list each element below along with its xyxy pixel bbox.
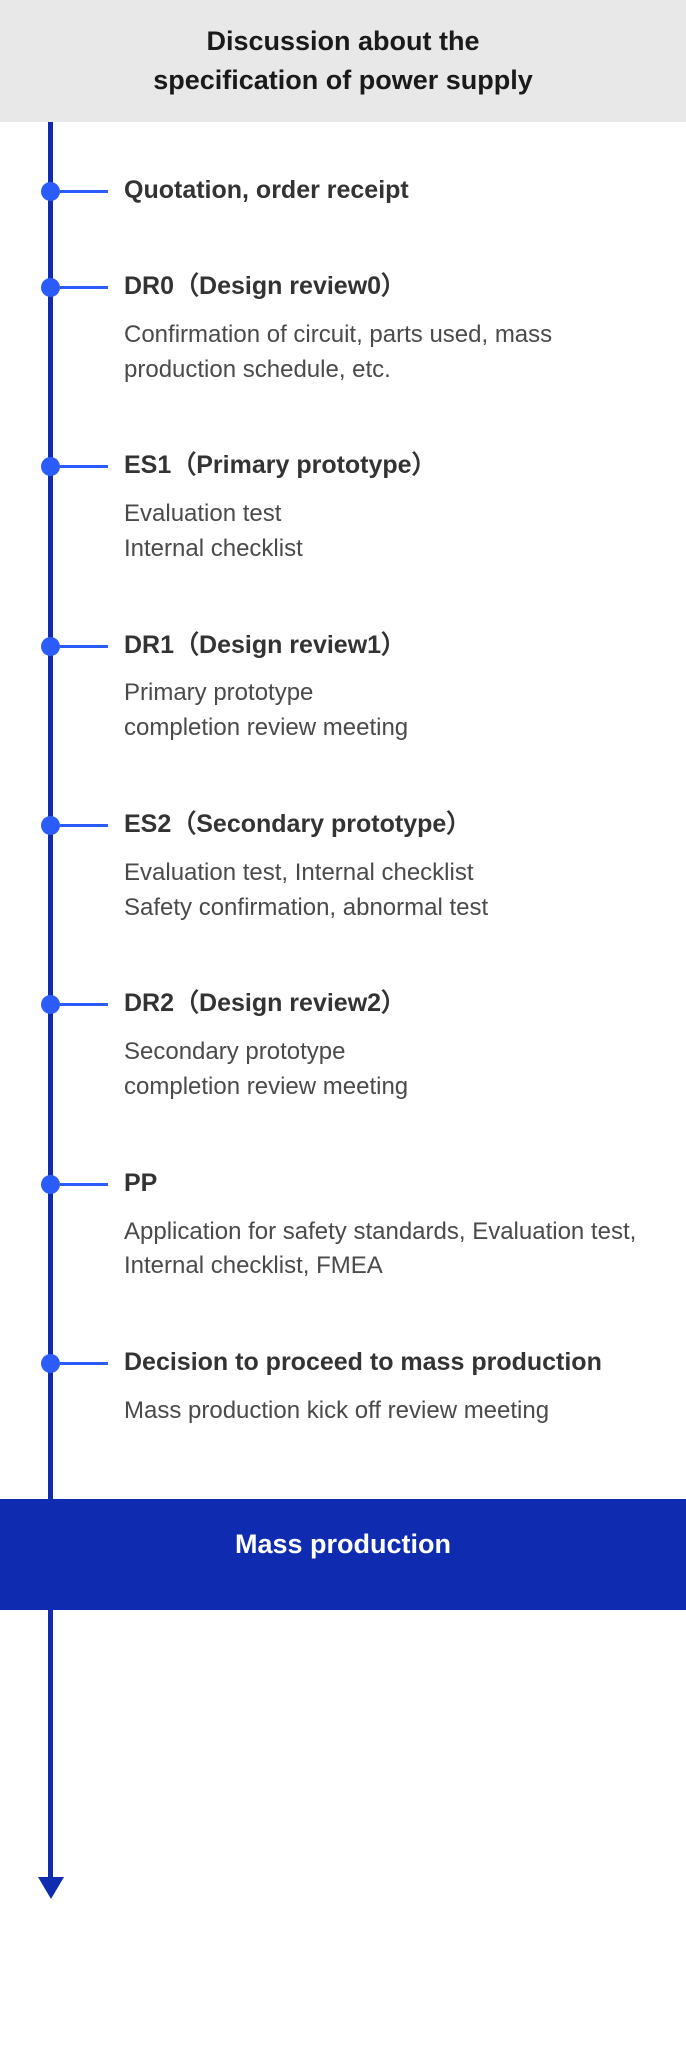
timeline-dot-icon bbox=[41, 816, 60, 835]
footer-label: Mass production bbox=[235, 1529, 451, 1559]
timeline-item-desc: Primary prototype completion review meet… bbox=[124, 676, 666, 746]
timeline-item: DR2（Design review2） Secondary prototype c… bbox=[48, 987, 666, 1104]
timeline-item-title: Quotation, order receipt bbox=[124, 174, 666, 208]
timeline-item-desc: Application for safety standards, Evalua… bbox=[124, 1215, 666, 1285]
timeline-item-desc: Evaluation test, Internal checklist Safe… bbox=[124, 856, 666, 926]
timeline-item-title: ES2（Secondary prototype） bbox=[124, 808, 666, 842]
timeline-item: ES1（Primary prototype） Evaluation test In… bbox=[48, 449, 666, 566]
timeline-tick-line bbox=[60, 824, 108, 827]
timeline-item: DR1（Design review1） Primary prototype com… bbox=[48, 629, 666, 746]
timeline-item-desc: Evaluation test Internal checklist bbox=[124, 497, 666, 567]
timeline-tick-line bbox=[60, 645, 108, 648]
timeline-item-title: DR1（Design review1） bbox=[124, 629, 666, 663]
timeline-dot-icon bbox=[41, 637, 60, 656]
timeline: Quotation, order receipt DR0（Design revie… bbox=[0, 122, 686, 1498]
timeline-item: DR0（Design review0） Confirmation of circu… bbox=[48, 270, 666, 387]
timeline-item: Decision to proceed to mass production Ma… bbox=[48, 1346, 666, 1429]
timeline-item-title: PP bbox=[124, 1167, 666, 1201]
header-line1: Discussion about the bbox=[206, 26, 479, 56]
timeline-arrowhead-icon bbox=[38, 1877, 64, 1899]
timeline-tick-line bbox=[60, 190, 108, 193]
timeline-item-title: DR2（Design review2） bbox=[124, 987, 666, 1021]
header-box: Discussion about the specification of po… bbox=[0, 0, 686, 122]
timeline-item-desc: Mass production kick off review meeting bbox=[124, 1394, 666, 1429]
timeline-item: PP Application for safety standards, Eval… bbox=[48, 1167, 666, 1284]
timeline-item: ES2（Secondary prototype） Evaluation test,… bbox=[48, 808, 666, 925]
timeline-dot-icon bbox=[41, 278, 60, 297]
timeline-dot-icon bbox=[41, 182, 60, 201]
timeline-item-title: DR0（Design review0） bbox=[124, 270, 666, 304]
timeline-item-title: ES1（Primary prototype） bbox=[124, 449, 666, 483]
timeline-item: Quotation, order receipt bbox=[48, 174, 666, 208]
timeline-dot-icon bbox=[41, 1354, 60, 1373]
timeline-dot-icon bbox=[41, 457, 60, 476]
footer-box: Mass production bbox=[0, 1499, 686, 1610]
header-title: Discussion about the specification of po… bbox=[20, 22, 666, 100]
timeline-item-desc: Secondary prototype completion review me… bbox=[124, 1035, 666, 1105]
timeline-dot-icon bbox=[41, 1175, 60, 1194]
timeline-tick-line bbox=[60, 1003, 108, 1006]
timeline-item-title: Decision to proceed to mass production bbox=[124, 1346, 666, 1380]
timeline-tick-line bbox=[60, 1362, 108, 1365]
timeline-item-desc: Confirmation of circuit, parts used, mas… bbox=[124, 318, 666, 388]
timeline-tick-line bbox=[60, 286, 108, 289]
timeline-dot-icon bbox=[41, 995, 60, 1014]
timeline-tick-line bbox=[60, 1183, 108, 1186]
header-line2: specification of power supply bbox=[153, 65, 533, 95]
timeline-tick-line bbox=[60, 465, 108, 468]
